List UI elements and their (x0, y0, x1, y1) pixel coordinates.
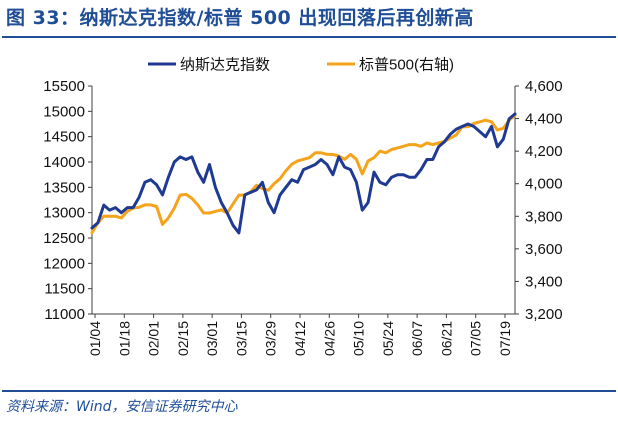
left-tick-label: 14000 (43, 154, 85, 171)
x-tick-label: 01/04 (87, 321, 103, 356)
x-tick-label: 01/18 (116, 321, 132, 356)
axes: 11000 11500 12000 12500 13000 13500 14000 14500… (43, 78, 562, 356)
left-tick-label: 12500 (43, 230, 85, 247)
x-tick-label: 07/19 (497, 321, 513, 356)
line-chart: 纳斯达克指数 标普500(右轴) 11000 11500 12000 12500 130… (43, 57, 562, 357)
x-tick-label: 06/07 (409, 321, 425, 356)
legend-label-sp500: 标普500(右轴) (359, 57, 454, 74)
x-tick-label: 03/29 (263, 321, 279, 356)
series-line-nasdaq (90, 112, 517, 235)
left-tick-label: 14500 (43, 129, 85, 146)
x-tick-label: 04/12 (292, 321, 308, 356)
x-tick-label: 05/10 (351, 321, 367, 356)
title-bar: 图 33：纳斯达克指数/标普 500 出现回落后再创新高 (0, 0, 618, 36)
legend: 纳斯达克指数 标普500(右轴) (148, 57, 454, 74)
x-tick-label: 03/01 (204, 321, 220, 356)
left-tick-label: 15500 (43, 78, 85, 95)
right-tick-label: 4,600 (525, 78, 563, 95)
right-tick-label: 3,800 (525, 208, 563, 225)
right-tick-label: 3,600 (525, 241, 563, 258)
right-tick-label: 4,000 (525, 176, 563, 193)
source-note: 资料来源：Wind，安信证券研究中心 (6, 399, 238, 415)
x-tick-label: 05/24 (380, 321, 396, 356)
footer-divider (2, 390, 616, 392)
left-tick-label: 12000 (43, 255, 85, 272)
x-tick-label: 02/15 (175, 321, 191, 356)
x-tick-label: 02/01 (146, 321, 162, 356)
left-tick-label: 13500 (43, 179, 85, 196)
right-tick-label: 3,200 (525, 306, 563, 323)
x-tick-label: 04/26 (321, 321, 337, 356)
x-tick-label: 06/21 (438, 321, 454, 356)
right-tick-label: 4,400 (525, 111, 563, 128)
x-tick-label: 03/15 (233, 321, 249, 356)
right-tick-label: 4,200 (525, 143, 563, 160)
figure-title: 图 33：纳斯达克指数/标普 500 出现回落后再创新高 (6, 7, 474, 29)
right-tick-label: 3,400 (525, 273, 563, 290)
title-divider (2, 36, 616, 38)
legend-label-nasdaq: 纳斯达克指数 (180, 57, 270, 74)
left-tick-label: 15000 (43, 103, 85, 120)
left-tick-label: 11500 (44, 281, 85, 298)
series-lines (90, 112, 517, 235)
left-tick-label: 11000 (44, 306, 85, 323)
x-tick-label: 07/05 (468, 321, 484, 356)
left-tick-label: 13000 (43, 205, 85, 222)
